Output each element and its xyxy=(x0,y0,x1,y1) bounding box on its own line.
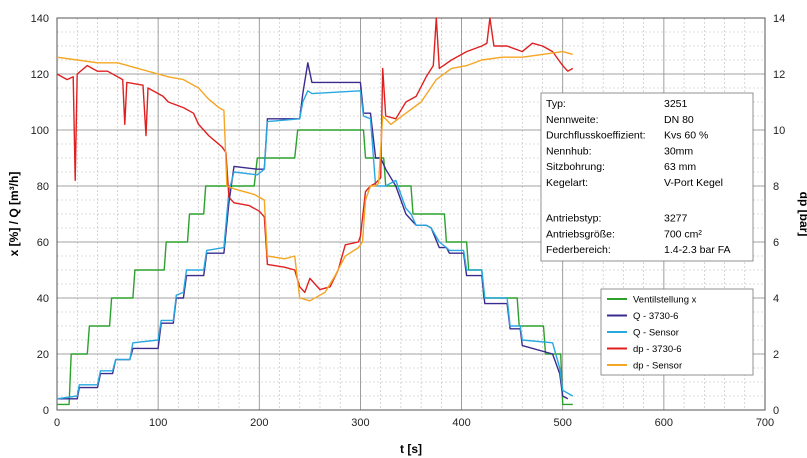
y-right-axis-title: dp [bar] xyxy=(797,192,807,237)
y-left-tick-label: 140 xyxy=(31,13,49,25)
x-tick-label: 600 xyxy=(655,417,673,429)
y-right-tick-label: 12 xyxy=(773,69,785,81)
info-value: 1.4-2.3 bar FA xyxy=(664,244,731,256)
y-left-tick-label: 120 xyxy=(31,69,49,81)
x-tick-label: 100 xyxy=(149,417,167,429)
info-label: Typ: xyxy=(546,98,566,110)
x-tick-label: 300 xyxy=(351,417,369,429)
info-value: 3251 xyxy=(664,98,688,110)
info-value: 30mm xyxy=(664,145,693,157)
info-box: Typ: 3251 Nennweite: DN 80 Durchflusskoeffiz… xyxy=(540,92,754,262)
info-label: Antriebsgröße: xyxy=(546,228,615,240)
legend-label: Q - 3730-6 xyxy=(633,311,678,322)
x-tick-label: 500 xyxy=(554,417,572,429)
legend: Ventilstellung x Q - 3730-6 Q - Sensor dp -… xyxy=(600,288,754,376)
y-right-tick-label: 8 xyxy=(773,181,779,193)
info-value: 700 cm² xyxy=(664,228,702,240)
x-tick-label: 700 xyxy=(756,417,774,429)
info-label: Federbereich: xyxy=(546,244,611,256)
info-value: DN 80 xyxy=(664,114,694,126)
y-left-tick-label: 80 xyxy=(37,181,49,193)
info-value: 63 mm xyxy=(664,161,696,173)
y-left-tick-label: 0 xyxy=(43,405,49,417)
legend-label: Q - Sensor xyxy=(633,328,679,339)
y-left-axis-title: x [%] / Q [m³/h] xyxy=(7,172,21,257)
y-left-axis-ticks: 0 20 40 60 80 100 120 140 xyxy=(31,13,49,417)
legend-label: Ventilstellung x xyxy=(633,295,697,306)
x-axis-title: t [s] xyxy=(400,442,422,456)
info-label: Sitzbohrung: xyxy=(546,161,605,173)
y-right-tick-label: 14 xyxy=(773,13,785,25)
legend-label: dp - 3730-6 xyxy=(633,344,682,355)
series-line-4 xyxy=(56,17,574,294)
info-value: 3277 xyxy=(664,213,688,225)
x-tick-label: 200 xyxy=(250,417,268,429)
y-right-axis-ticks: 0 2 4 6 8 10 12 14 xyxy=(773,13,785,417)
info-label: Kegelart: xyxy=(546,177,588,189)
info-label: Nennhub: xyxy=(546,145,592,157)
info-label: Nennweite: xyxy=(546,114,599,126)
x-tick-label: 400 xyxy=(452,417,470,429)
info-label: Durchflusskoeffizient: xyxy=(546,130,646,142)
series-line-2 xyxy=(57,62,569,400)
legend-label: dp - Sensor xyxy=(633,361,682,372)
y-left-tick-label: 100 xyxy=(31,125,49,137)
series-line-5 xyxy=(56,50,573,302)
y-right-tick-label: 4 xyxy=(773,293,779,305)
y-right-tick-label: 10 xyxy=(773,125,785,137)
y-right-tick-label: 0 xyxy=(773,405,779,417)
x-tick-label: 0 xyxy=(54,417,60,429)
x-axis-ticks: 0 100 200 300 400 500 600 700 xyxy=(54,417,774,429)
y-left-tick-label: 20 xyxy=(37,349,49,361)
info-value: Kvs 60 % xyxy=(664,130,708,142)
y-left-tick-label: 40 xyxy=(37,293,49,305)
info-label: Antriebstyp: xyxy=(546,213,601,225)
y-right-tick-label: 2 xyxy=(773,349,779,361)
info-box-frame xyxy=(540,92,754,262)
plot-frame xyxy=(56,17,766,411)
series-line-1 xyxy=(57,129,573,406)
series-layer xyxy=(56,17,574,406)
series-line-3 xyxy=(56,90,574,400)
info-value: V-Port Kegel xyxy=(664,177,723,189)
y-right-tick-label: 6 xyxy=(773,237,779,249)
y-left-tick-label: 60 xyxy=(37,237,49,249)
